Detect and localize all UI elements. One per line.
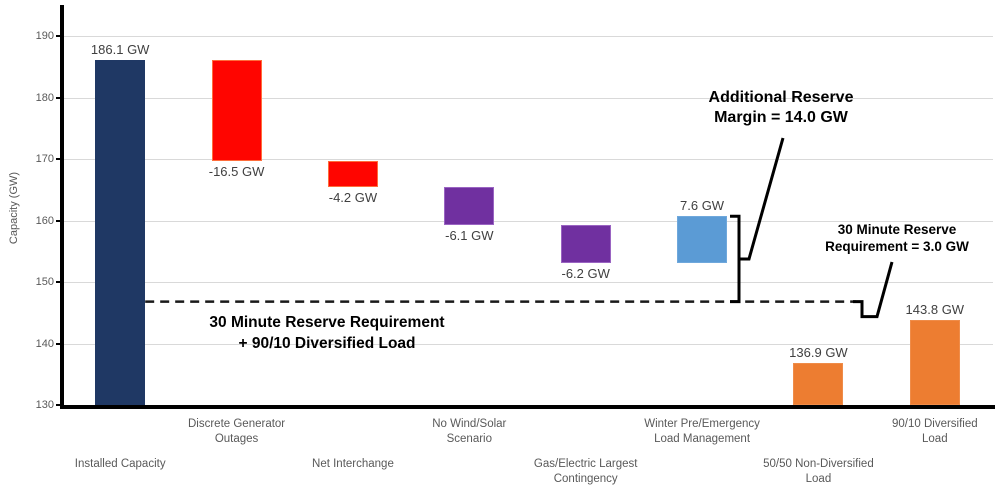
y-tick-mark-130 (56, 404, 62, 406)
annotation-reserve-plus-load: 30 Minute Reserve Requirement + 90/10 Di… (167, 312, 487, 354)
category-label-discrete-generator-outages: Discrete Generator Outages (162, 417, 312, 447)
y-tick-label-150: 150 (35, 276, 54, 288)
gridline-140 (62, 343, 993, 345)
category-label-line: Gas/Electric Largest (533, 458, 638, 470)
annotation-additional-reserve-line2: Margin = 14.0 GW (714, 109, 848, 126)
gridline-160 (62, 220, 993, 222)
category-label-line: Installed Capacity (74, 458, 166, 470)
annotation-additional-reserve: Additional Reserve Margin = 14.0 GW (631, 88, 931, 128)
additional-reserve-margin-bracket (730, 214, 741, 304)
y-axis-title: Capacity (GW) (8, 171, 20, 245)
category-label-installed-capacity: Installed Capacity (45, 457, 195, 472)
annotation-reserve-plus-load-line1: 30 Minute Reserve Requirement (209, 314, 445, 331)
x-axis-line (60, 405, 995, 409)
category-label-winter-pre-emergency-load-management: Winter Pre/Emergency Load Management (627, 417, 777, 447)
y-axis-line (60, 5, 64, 409)
y-tick-mark-150 (56, 281, 62, 283)
bar-90-10-diversified-load (909, 320, 960, 405)
bar-value-label-gas-electric-largest-contingency: -6.2 GW (561, 265, 610, 281)
y-tick-label-190: 190 (35, 30, 54, 42)
bar-winter-pre-emergency-load-management (677, 216, 728, 263)
bar-value-label-installed-capacity: 186.1 GW (90, 41, 150, 57)
category-label-50-50-non-diversified-load: 50/50 Non-Diversified Load (743, 457, 893, 487)
category-label-line: No Wind/Solar (432, 418, 507, 430)
annotation-reserve-requirement: 30 Minute Reserve Requirement = 3.0 GW (787, 221, 1000, 255)
bar-gas-electric-largest-contingency (560, 224, 611, 263)
gridline-170 (62, 159, 993, 160)
category-label-line: Discrete Generator (187, 418, 286, 430)
category-label-line: Outages (214, 433, 259, 445)
category-label-line: Load (922, 433, 948, 445)
category-label-net-interchange: Net Interchange (278, 457, 428, 472)
y-tick-label-160: 160 (35, 214, 54, 227)
category-label-line: Contingency (553, 473, 618, 485)
bar-value-label-no-wind-solar-scenario: -6.1 GW (445, 227, 494, 243)
category-label-no-wind-solar-scenario: No Wind/Solar Scenario (394, 417, 544, 447)
annotation-additional-reserve-line1: Additional Reserve (708, 89, 854, 106)
y-tick-mark-180 (56, 96, 62, 99)
category-label-line: 50/50 Non-Diversified (763, 458, 874, 470)
bar-net-interchange (327, 161, 378, 188)
gridline-150 (62, 282, 993, 283)
y-tick-mark-160 (56, 219, 62, 222)
y-tick-label-170: 170 (35, 153, 54, 165)
y-tick-mark-170 (56, 158, 62, 160)
bar-value-label-discrete-generator-outages: -16.5 GW (208, 164, 265, 180)
bar-50-50-non-diversified-load (793, 362, 844, 405)
bar-value-label-winter-pre-emergency-load-management: 7.6 GW (680, 198, 725, 214)
bar-value-label-net-interchange: -4.2 GW (328, 190, 378, 206)
bar-installed-capacity (95, 59, 146, 405)
annotation-reserve-requirement-line2: Requirement = 3.0 GW (825, 239, 969, 254)
y-tick-label-180: 180 (35, 91, 54, 104)
bar-no-wind-solar-scenario (444, 187, 495, 225)
category-label-line: Scenario (446, 433, 492, 445)
bar-value-label-50-50-non-diversified-load: 136.9 GW (789, 344, 848, 360)
category-label-90-10-diversified-load: 90/10 Diversified Load (860, 417, 1000, 447)
y-tick-mark-190 (56, 35, 62, 37)
annotation-reserve-requirement-line1: 30 Minute Reserve (837, 222, 957, 237)
y-tick-label-130: 130 (35, 399, 54, 411)
category-label-line: Load Management (654, 433, 751, 445)
bar-value-label-90-10-diversified-load: 143.8 GW (905, 302, 965, 318)
category-label-line: Net Interchange (312, 458, 394, 470)
y-tick-label-140: 140 (35, 337, 54, 350)
category-label-line: Winter Pre/Emergency (644, 418, 760, 430)
category-label-gas-electric-largest-contingency: Gas/Electric Largest Contingency (511, 457, 661, 487)
gridline-180 (62, 97, 993, 99)
category-label-line: Load (805, 473, 832, 485)
bar-discrete-generator-outages (211, 59, 262, 162)
annotation-reserve-plus-load-line2: + 90/10 Diversified Load (238, 335, 416, 352)
y-tick-mark-140 (56, 342, 62, 345)
gridline-190 (62, 36, 993, 37)
category-label-line: 90/10 Diversified (891, 418, 978, 430)
